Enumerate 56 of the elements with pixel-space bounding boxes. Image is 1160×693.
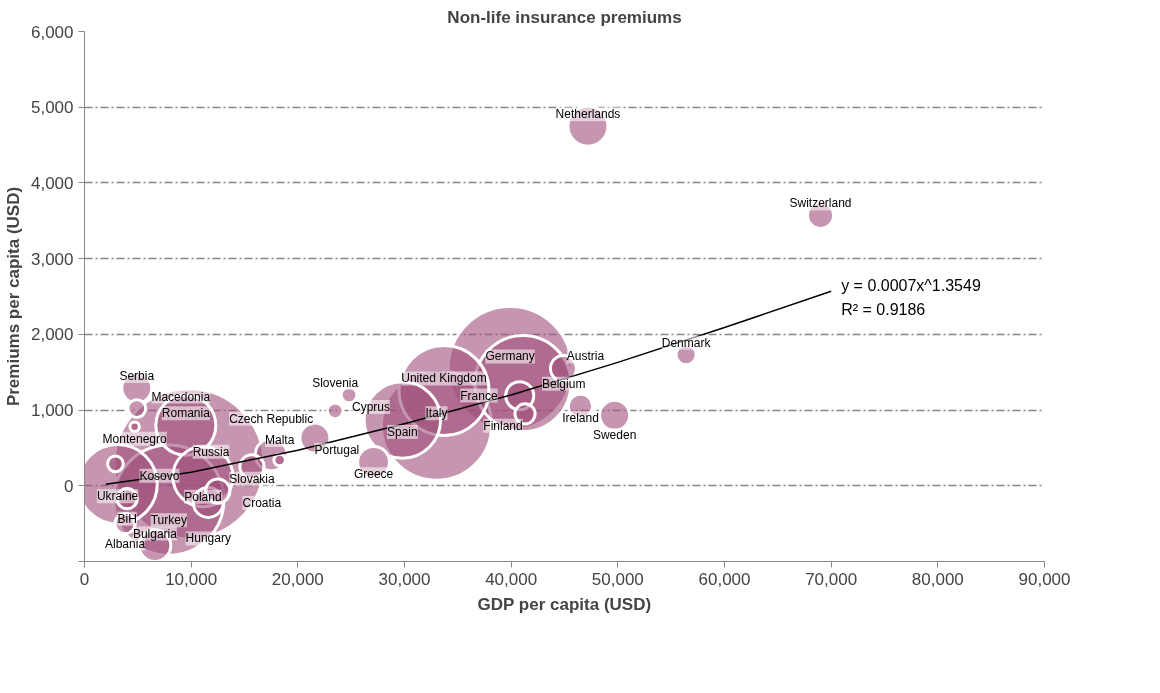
annotation: Ukraine [96, 489, 139, 504]
annotation: y = 0.0007x^1.3549 [841, 276, 981, 294]
annotation: Montenegro [102, 431, 167, 446]
annotation: Netherlands [555, 107, 621, 122]
annotation: Russia [192, 444, 230, 459]
y-tick-label: 3,000 [30, 249, 74, 269]
y-tick-label: 5,000 [30, 98, 74, 118]
annotation: Turkey [150, 513, 187, 528]
x-tick-label: 40,000 [485, 569, 538, 589]
annotation: Austria [566, 349, 605, 364]
annotation: Germany [485, 349, 535, 364]
x-tick-label: 20,000 [271, 569, 324, 589]
x-axis-title: GDP per capita (USD) [477, 594, 652, 614]
annotation: R² = 0.9186 [841, 300, 926, 318]
annotation: Italy [425, 406, 448, 421]
x-tick-label: 80,000 [911, 569, 964, 589]
line-series [105, 290, 832, 486]
annotation: Malta [265, 433, 295, 448]
annotation: France [460, 388, 498, 403]
annotation: United Kingdom [401, 371, 487, 386]
annotation: Greece [353, 467, 394, 482]
y-tick-label: 2,000 [30, 325, 74, 345]
y-axis-title: Premiums per capita (USD) [3, 186, 23, 407]
annotation: Switzerland [789, 196, 852, 211]
annotation: Czech Republic [229, 411, 314, 426]
annotation: Spain [387, 424, 418, 439]
annotation: Slovenia [312, 375, 359, 390]
y-tick-label: 0 [64, 476, 74, 496]
x-tick-label: 10,000 [165, 569, 218, 589]
y-tick-label: 6,000 [30, 22, 74, 42]
annotation: Slovakia [229, 471, 275, 486]
chart-title: Non-life insurance premiums [447, 7, 682, 27]
annotation: Denmark [661, 335, 712, 350]
annotation: Portugal [314, 443, 360, 458]
x-tick-label: 30,000 [378, 569, 431, 589]
annotation: Finland [483, 418, 523, 433]
annotation: Croatia [242, 496, 282, 511]
x-tick-label: 0 [79, 569, 90, 589]
annotation: BiH [117, 511, 137, 526]
annotation: Serbia [119, 369, 155, 384]
x-tick-label: 50,000 [591, 569, 644, 589]
annotation: Poland [184, 489, 222, 504]
annotation: Kosovo [139, 468, 180, 483]
annotation: Ireland [562, 411, 599, 426]
y-tick-label: 4,000 [30, 173, 74, 193]
annotation: Hungary [185, 531, 231, 546]
x-tick-label: 90,000 [1018, 569, 1071, 589]
x-tick-label: 70,000 [805, 569, 858, 589]
annotation: Romania [161, 406, 211, 421]
annotation: Sweden [592, 428, 637, 443]
annotation: Bulgaria [132, 526, 178, 541]
y-tick-label: 1,000 [30, 401, 74, 421]
x-tick-label: 60,000 [698, 569, 751, 589]
annotation: Macedonia [151, 389, 211, 404]
annotation: Cyprus [352, 399, 391, 414]
annotation: Belgium [542, 376, 586, 391]
